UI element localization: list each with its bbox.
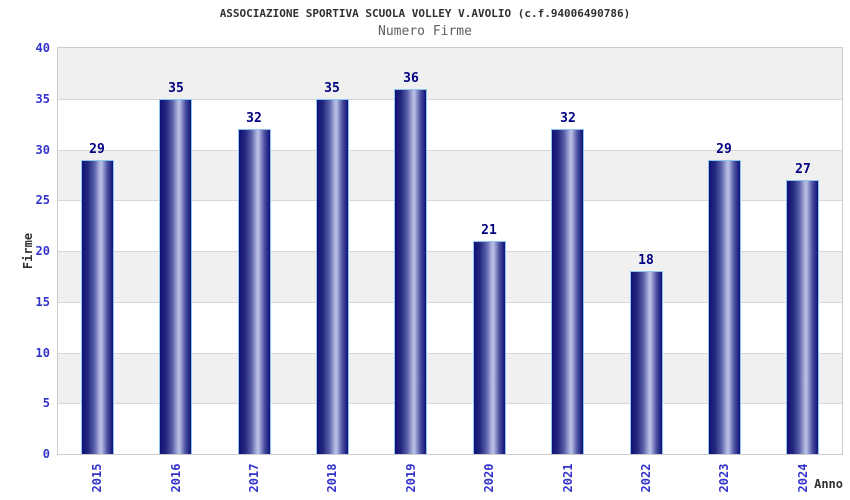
bar-value-label: 29 bbox=[716, 142, 732, 157]
gridline bbox=[58, 353, 842, 354]
x-tick-label: 2023 bbox=[717, 463, 732, 493]
bar bbox=[708, 160, 741, 454]
x-axis-title: Anno bbox=[814, 477, 843, 491]
x-tick-label: 2018 bbox=[325, 463, 340, 493]
x-tick-label: 2024 bbox=[795, 463, 810, 493]
y-tick-label: 20 bbox=[35, 244, 50, 258]
chart-subtitle: Numero Firme bbox=[378, 24, 472, 39]
x-tick-label: 2020 bbox=[482, 463, 497, 493]
bar bbox=[316, 99, 349, 454]
bar bbox=[81, 160, 114, 454]
x-tick-label: 2021 bbox=[560, 463, 575, 493]
gridline bbox=[58, 150, 842, 151]
y-tick-label: 0 bbox=[42, 447, 50, 461]
bar-value-label: 29 bbox=[89, 142, 105, 157]
gridline bbox=[58, 200, 842, 201]
gridline bbox=[58, 251, 842, 252]
x-tick-label: 2015 bbox=[90, 463, 105, 493]
bar bbox=[159, 99, 192, 454]
x-tick-label: 2022 bbox=[639, 463, 653, 493]
gridline bbox=[58, 302, 842, 303]
chart-title: ASSOCIAZIONE SPORTIVA SCUOLA VOLLEY V.AV… bbox=[219, 7, 631, 20]
plot-band bbox=[58, 48, 842, 99]
bar bbox=[238, 129, 271, 454]
gridline bbox=[58, 99, 842, 100]
bar-value-label: 27 bbox=[795, 162, 811, 177]
bar bbox=[473, 241, 506, 454]
bar bbox=[630, 271, 663, 454]
y-tick-label: 10 bbox=[35, 346, 50, 360]
gridline bbox=[58, 403, 842, 404]
bar-value-label: 35 bbox=[168, 81, 184, 96]
plot-area: 29 35 32 35 36 21 32 18 29 27 bbox=[57, 47, 843, 455]
x-tick-label: 2019 bbox=[403, 463, 418, 493]
bar bbox=[394, 89, 427, 454]
y-tick-label: 5 bbox=[42, 396, 50, 410]
bar bbox=[786, 180, 819, 454]
y-tick-label: 30 bbox=[35, 143, 50, 157]
bar-value-label: 35 bbox=[324, 81, 340, 96]
x-tick-label: 2017 bbox=[247, 463, 261, 493]
bar-value-label: 18 bbox=[638, 253, 654, 268]
y-tick-label: 15 bbox=[35, 295, 50, 309]
bar-value-label: 36 bbox=[403, 71, 419, 86]
bar bbox=[551, 129, 584, 454]
y-tick-label: 40 bbox=[35, 41, 50, 55]
y-tick-label: 25 bbox=[35, 193, 50, 207]
x-tick-label: 2016 bbox=[168, 463, 183, 493]
bar-value-label: 21 bbox=[481, 223, 497, 238]
bar-value-label: 32 bbox=[560, 111, 576, 126]
bar-value-label: 32 bbox=[246, 111, 262, 126]
y-tick-label: 35 bbox=[35, 92, 50, 106]
